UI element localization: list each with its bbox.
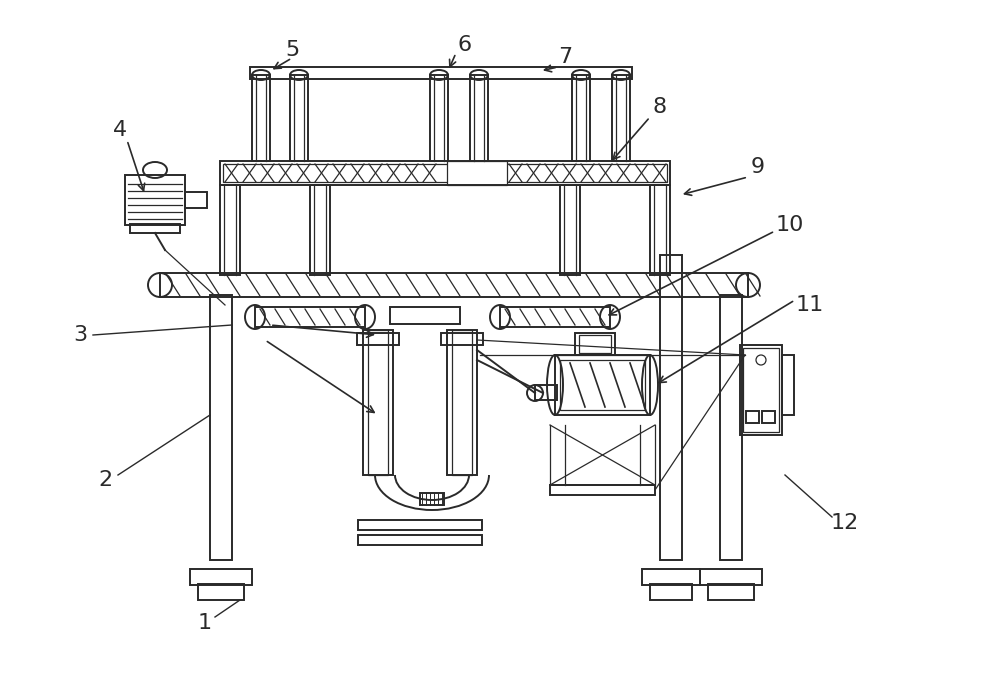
Bar [185, 192, 207, 208]
Bar [743, 348, 779, 432]
Bar [255, 307, 365, 327]
Bar [390, 307, 460, 324]
Bar [250, 67, 632, 79]
Bar [210, 295, 232, 560]
Bar [579, 335, 611, 353]
Bar [535, 385, 557, 400]
Bar [357, 333, 399, 345]
Bar [720, 295, 742, 560]
Text: 3: 3 [73, 325, 87, 345]
Text: 7: 7 [558, 47, 572, 67]
Bar [500, 307, 610, 327]
Text: 5: 5 [285, 40, 299, 60]
Text: 12: 12 [831, 513, 859, 533]
Bar [420, 493, 444, 505]
Text: 6: 6 [458, 35, 472, 55]
Bar [660, 255, 682, 560]
Bar [762, 411, 775, 423]
Text: 11: 11 [796, 295, 824, 315]
Bar [612, 75, 630, 161]
Bar [368, 330, 388, 475]
Bar [740, 345, 782, 435]
Bar [555, 355, 650, 415]
Bar [220, 185, 240, 275]
Bar [130, 224, 180, 233]
Bar [198, 584, 244, 600]
Bar [560, 185, 580, 275]
Bar [160, 273, 748, 297]
Bar [220, 161, 670, 185]
Bar [190, 569, 252, 585]
Bar [310, 185, 330, 275]
Bar [441, 333, 483, 345]
Bar [782, 355, 794, 415]
Bar [642, 569, 700, 585]
Bar [125, 175, 185, 225]
Text: 2: 2 [98, 470, 112, 490]
Bar [650, 584, 692, 600]
Text: 1: 1 [198, 613, 212, 633]
Bar [700, 569, 762, 585]
Bar [708, 584, 754, 600]
Bar [470, 75, 488, 161]
Text: 8: 8 [653, 97, 667, 117]
Bar [560, 360, 645, 410]
Bar [363, 330, 393, 475]
Bar [430, 75, 448, 161]
Bar [358, 520, 482, 530]
Bar [447, 161, 507, 185]
Text: 4: 4 [113, 120, 127, 140]
Text: 10: 10 [776, 215, 804, 235]
Bar [447, 330, 477, 475]
Bar [650, 185, 670, 275]
Bar [290, 75, 308, 161]
Bar [452, 330, 472, 475]
Bar [550, 485, 655, 495]
Bar [223, 164, 667, 182]
Text: 9: 9 [751, 157, 765, 177]
Bar [575, 333, 615, 355]
Bar [746, 411, 759, 423]
Bar [447, 162, 507, 184]
Bar [252, 75, 270, 161]
Bar [358, 535, 482, 545]
Bar [572, 75, 590, 161]
